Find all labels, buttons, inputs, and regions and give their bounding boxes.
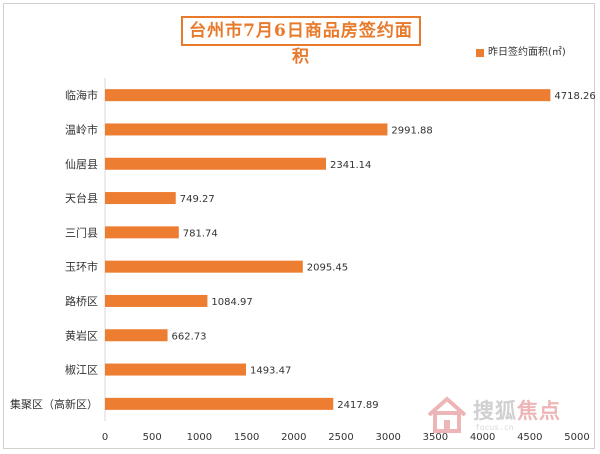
chart-frame <box>3 3 595 449</box>
legend: 昨日签约面积(㎡) <box>476 45 566 61</box>
data-label: 749.27 <box>180 194 215 205</box>
category-label: 集聚区（高新区） <box>10 397 98 411</box>
data-label: 4718.26 <box>554 91 595 102</box>
x-tick-label: 500 <box>143 432 162 443</box>
x-tick-label: 3500 <box>423 432 448 443</box>
category-label: 温岭市 <box>65 122 98 136</box>
x-tick-label: 5000 <box>564 432 589 443</box>
chart-title: 台州市7月6日商品房签约面积 <box>181 16 421 67</box>
category-label: 椒江区 <box>65 363 98 377</box>
bar <box>105 226 179 239</box>
x-tick-label: 0 <box>102 432 108 443</box>
x-tick-label: 1500 <box>234 432 259 443</box>
data-label: 781.74 <box>183 228 218 239</box>
bar <box>105 397 334 410</box>
watermark: 搜狐焦点 focus.cn <box>425 393 595 441</box>
bar <box>105 260 303 273</box>
bar <box>105 329 168 342</box>
bar <box>105 294 208 307</box>
category-label: 玉环市 <box>65 260 98 274</box>
category-label: 仙居县 <box>65 158 98 171</box>
x-tick-label: 3000 <box>375 432 400 443</box>
data-label: 2095.45 <box>307 263 348 274</box>
data-label: 2341.14 <box>330 160 371 171</box>
category-label: 路桥区 <box>65 295 98 308</box>
watermark-subtext: focus.cn <box>475 423 514 432</box>
bar <box>105 363 246 376</box>
watermark-text: 搜狐焦点 <box>473 399 561 423</box>
bar <box>105 123 388 136</box>
data-label: 1084.97 <box>211 297 252 308</box>
category-label: 临海市 <box>65 88 98 102</box>
x-tick-label: 2500 <box>328 432 353 443</box>
x-tick-label: 1000 <box>187 432 212 443</box>
data-label: 1493.47 <box>250 366 291 377</box>
legend-label: 昨日签约面积(㎡) <box>488 47 566 58</box>
x-tick-label: 2000 <box>281 432 306 443</box>
x-tick-label: 4000 <box>470 432 495 443</box>
bar <box>105 89 551 102</box>
bar <box>105 192 176 205</box>
category-label: 黄岩区 <box>65 328 98 342</box>
data-label: 2417.89 <box>337 400 378 411</box>
category-label: 天台县 <box>65 191 98 205</box>
legend-swatch <box>476 49 484 57</box>
house-icon <box>427 396 467 433</box>
bar <box>105 157 327 170</box>
x-tick-label: 4500 <box>517 432 542 443</box>
data-label: 2991.88 <box>391 125 432 136</box>
category-label: 三门县 <box>65 225 98 239</box>
data-label: 662.73 <box>172 331 207 342</box>
